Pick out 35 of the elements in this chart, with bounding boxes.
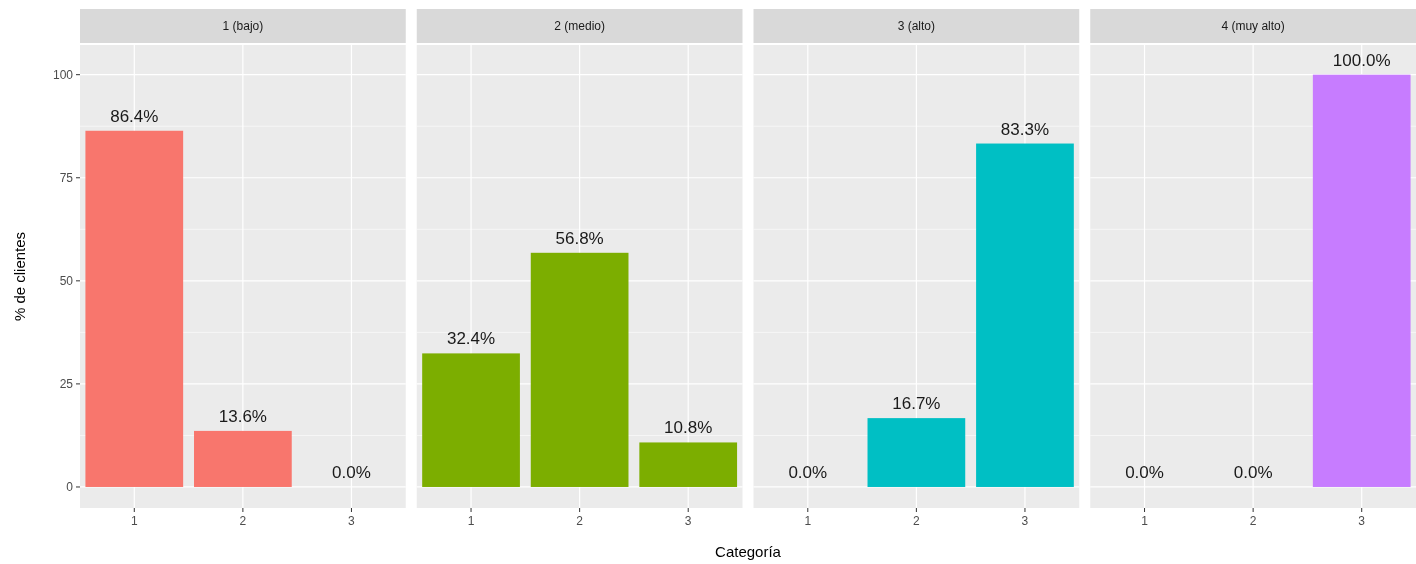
x-tick-label: 1 <box>467 514 475 528</box>
data-label: 0.0% <box>1125 462 1164 482</box>
data-label: 0.0% <box>1233 462 1273 482</box>
y-tick-label: 100 <box>52 67 74 82</box>
data-label: 100.0% <box>1332 50 1391 70</box>
x-tick-label: 1 <box>130 514 138 528</box>
y-tick-label: 50 <box>59 274 74 289</box>
data-label: 13.6% <box>218 406 267 426</box>
chart-title: 3 (alto) <box>897 19 936 34</box>
data-label: 32.4% <box>446 329 496 349</box>
x-axis-title: Categoría <box>715 543 782 560</box>
y-tick-label: 75 <box>59 170 74 185</box>
x-tick-label: 1 <box>804 514 812 528</box>
y-axis-title: % de clientes <box>11 231 28 322</box>
data-label: 16.7% <box>892 394 941 414</box>
data-label: 0.0% <box>332 462 371 482</box>
x-tick-label: 3 <box>1021 514 1029 528</box>
x-tick-label: 2 <box>1249 514 1257 528</box>
x-tick-label: 2 <box>576 514 584 528</box>
data-label: 0.0% <box>788 462 828 482</box>
y-tick-label: 0 <box>66 480 74 495</box>
data-label: 56.8% <box>555 228 604 248</box>
chart-title: 2 (medio) <box>554 19 605 34</box>
x-tick-label: 2 <box>913 514 921 528</box>
chart-title: 4 (muy alto) <box>1221 19 1285 34</box>
y-tick-label: 25 <box>59 377 74 392</box>
data-label: 10.8% <box>664 418 713 438</box>
x-tick-label: 2 <box>239 514 247 528</box>
x-tick-label: 3 <box>348 514 356 528</box>
x-tick-label: 3 <box>1358 514 1366 528</box>
data-label: 83.3% <box>1000 119 1050 139</box>
data-label: 86.4% <box>110 106 159 126</box>
x-tick-label: 1 <box>1141 514 1149 528</box>
x-tick-label: 3 <box>684 514 692 528</box>
chart-title: 1 (bajo) <box>222 19 264 34</box>
